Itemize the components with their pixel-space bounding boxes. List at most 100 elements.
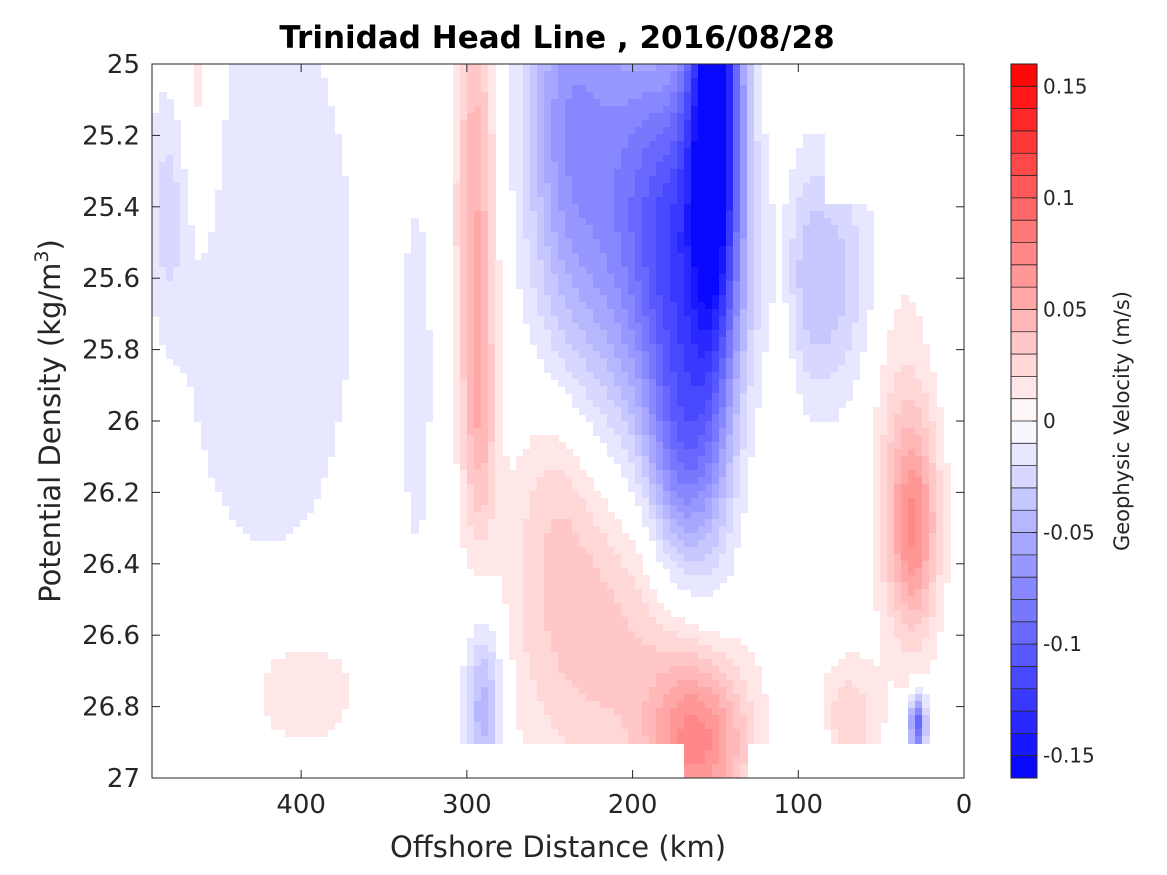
contour-cell [635, 141, 643, 149]
contour-cell [215, 295, 223, 303]
contour-cell [411, 519, 419, 527]
contour-cell [481, 358, 489, 366]
contour-cell [705, 148, 713, 156]
contour-cell [698, 547, 706, 555]
contour-cell [488, 435, 496, 443]
contour-cell [684, 204, 692, 212]
contour-cell [558, 92, 566, 100]
contour-cell [705, 64, 713, 72]
contour-cell [719, 239, 727, 247]
contour-cell [425, 351, 433, 359]
contour-cell [656, 358, 664, 366]
contour-cell [292, 435, 300, 443]
contour-cell [467, 141, 475, 149]
contour-cell [243, 302, 251, 310]
contour-cell [698, 176, 706, 184]
contour-cell [313, 253, 321, 261]
contour-cell [782, 232, 790, 240]
contour-cell [278, 400, 286, 408]
contour-cell [705, 288, 713, 296]
contour-cell [698, 246, 706, 254]
contour-cell [838, 239, 846, 247]
contour-cell [859, 211, 867, 219]
contour-cell [845, 211, 853, 219]
contour-cell [278, 435, 286, 443]
contour-cell [670, 267, 678, 275]
contour-cell [299, 386, 307, 394]
contour-cell [656, 211, 664, 219]
contour-cell [404, 400, 412, 408]
contour-cell [292, 421, 300, 429]
contour-cell [726, 120, 734, 128]
contour-cell [453, 239, 461, 247]
contour-cell [481, 92, 489, 100]
contour-cell [670, 176, 678, 184]
contour-cell [341, 218, 349, 226]
contour-cell [558, 498, 566, 506]
contour-cell [411, 225, 419, 233]
contour-cell [222, 337, 230, 345]
contour-cell [495, 421, 503, 429]
contour-cell [243, 169, 251, 177]
contour-cell [586, 204, 594, 212]
contour-cell [565, 155, 573, 163]
contour-cell [530, 463, 538, 471]
contour-cell [488, 218, 496, 226]
contour-cell [229, 78, 237, 86]
contour-cell [229, 232, 237, 240]
contour-cell [649, 120, 657, 128]
contour-cell [243, 470, 251, 478]
contour-cell [586, 106, 594, 114]
contour-cell [635, 274, 643, 282]
contour-cell [488, 393, 496, 401]
contour-cell [173, 288, 181, 296]
contour-cell [614, 393, 622, 401]
contour-cell [243, 323, 251, 331]
contour-cell [691, 99, 699, 107]
contour-cell [250, 351, 258, 359]
contour-cell [579, 344, 587, 352]
contour-cell [278, 498, 286, 506]
contour-cell [250, 323, 258, 331]
contour-cell [684, 358, 692, 366]
contour-cell [621, 92, 629, 100]
contour-cell [159, 337, 167, 345]
contour-cell [208, 435, 216, 443]
contour-cell [614, 113, 622, 121]
contour-cell [817, 386, 825, 394]
contour-cell [558, 358, 566, 366]
contour-cell [712, 148, 720, 156]
contour-cell [873, 519, 881, 527]
contour-cell [691, 316, 699, 324]
contour-cell [754, 71, 762, 79]
contour-cell [831, 295, 839, 303]
contour-cell [516, 267, 524, 275]
contour-cell [747, 232, 755, 240]
contour-cell [453, 414, 461, 422]
contour-cell [159, 267, 167, 275]
contour-cell [635, 470, 643, 478]
contour-cell [894, 533, 902, 541]
contour-cell [691, 260, 699, 268]
contour-cell [474, 169, 482, 177]
contour-cell [586, 351, 594, 359]
contour-cell [803, 288, 811, 296]
contour-cell [901, 400, 909, 408]
contour-cell [803, 407, 811, 415]
contour-cell [551, 155, 559, 163]
contour-cell [621, 253, 629, 261]
contour-cell [551, 288, 559, 296]
contour-cell [663, 316, 671, 324]
contour-cell [264, 78, 272, 86]
contour-cell [845, 281, 853, 289]
contour-cell [572, 64, 580, 72]
contour-cell [579, 400, 587, 408]
contour-cell [404, 316, 412, 324]
contour-cell [803, 253, 811, 261]
contour-cell [628, 358, 636, 366]
contour-cell [579, 323, 587, 331]
contour-cell [789, 288, 797, 296]
contour-cell [677, 519, 685, 527]
contour-cell [719, 456, 727, 464]
contour-cell [754, 309, 762, 317]
